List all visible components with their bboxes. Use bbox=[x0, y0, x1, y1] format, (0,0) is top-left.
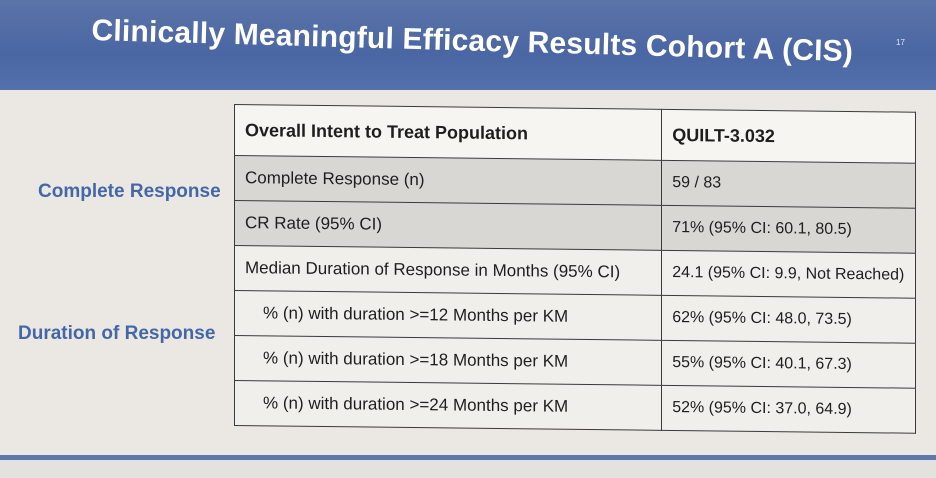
row-label: Median Duration of Response in Months (9… bbox=[234, 245, 662, 296]
header-trial: QUILT-3.032 bbox=[661, 109, 916, 164]
table-row: Median Duration of Response in Months (9… bbox=[234, 245, 916, 299]
header-population: Overall Intent to Treat Population bbox=[234, 104, 662, 161]
row-label: % (n) with duration >=18 Months per KM bbox=[234, 335, 662, 386]
row-value: 24.1 (95% CI: 9.9, Not Reached) bbox=[661, 250, 916, 299]
results-table: Overall Intent to Treat Population QUILT… bbox=[234, 104, 916, 434]
table-row: Complete Response (n) 59 / 83 bbox=[234, 155, 916, 209]
row-value: 71% (95% CI: 60.1, 80.5) bbox=[661, 205, 916, 254]
slide-title: Clinically Meaningful Efficacy Results C… bbox=[91, 14, 854, 69]
results-table-container: Overall Intent to Treat Population QUILT… bbox=[234, 104, 924, 454]
row-value: 62% (95% CI: 48.0, 73.5) bbox=[661, 295, 916, 344]
footer-rule bbox=[0, 455, 936, 460]
table-row: % (n) with duration >=24 Months per KM 5… bbox=[234, 380, 916, 434]
slide-number: 17 bbox=[896, 38, 905, 47]
row-value: 59 / 83 bbox=[661, 160, 916, 209]
table-row: CR Rate (95% CI) 71% (95% CI: 60.1, 80.5… bbox=[234, 200, 916, 254]
table-row: % (n) with duration >=12 Months per KM 6… bbox=[234, 290, 916, 344]
row-label: % (n) with duration >=12 Months per KM bbox=[234, 290, 662, 341]
row-value: 55% (95% CI: 40.1, 67.3) bbox=[661, 340, 916, 389]
footer-strip bbox=[0, 460, 936, 478]
table-row: % (n) with duration >=18 Months per KM 5… bbox=[234, 335, 916, 389]
table-header-row: Overall Intent to Treat Population QUILT… bbox=[234, 104, 916, 164]
row-label: CR Rate (95% CI) bbox=[234, 200, 662, 251]
slide-header: Clinically Meaningful Efficacy Results C… bbox=[0, 0, 936, 90]
row-value: 52% (95% CI: 37.0, 64.9) bbox=[661, 385, 916, 434]
row-label: Complete Response (n) bbox=[234, 155, 662, 206]
group-label-duration-of-response: Duration of Response bbox=[18, 323, 216, 344]
row-label: % (n) with duration >=24 Months per KM bbox=[234, 380, 662, 431]
group-label-complete-response: Complete Response bbox=[38, 181, 221, 202]
